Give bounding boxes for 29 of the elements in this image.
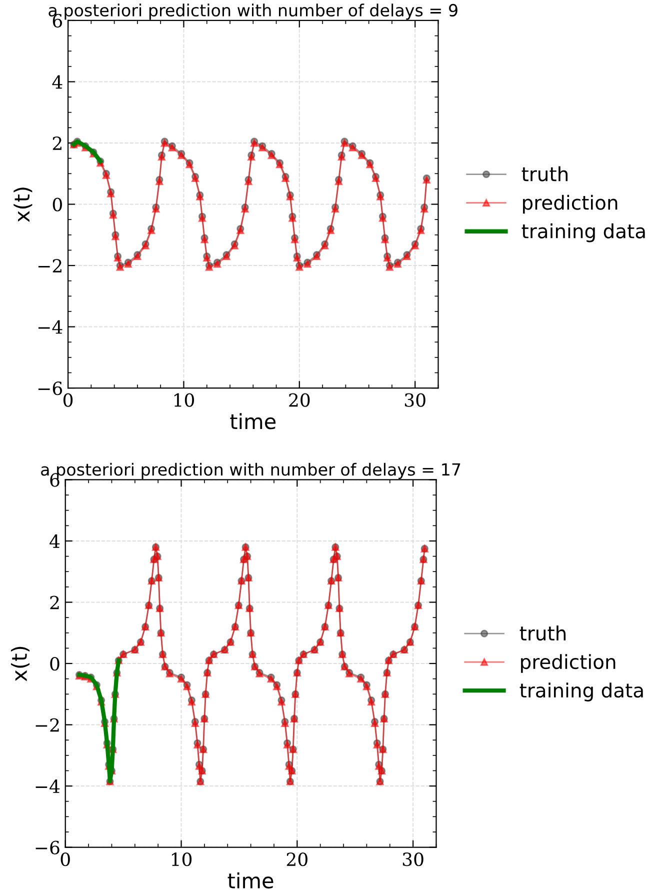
- y-tick-label: 2: [52, 136, 62, 150]
- legend-label: truth: [520, 626, 566, 641]
- y-tick-label: −4: [38, 320, 62, 334]
- y-tick-label: 0: [52, 198, 62, 212]
- legend-label: training data: [522, 223, 645, 242]
- y-tick-label: 0: [50, 656, 60, 671]
- legend-label: prediction: [523, 194, 618, 214]
- x-axis-title: time: [230, 413, 276, 430]
- legend-label: prediction: [521, 654, 616, 673]
- y-axis-title: x(t): [10, 646, 30, 682]
- x-tick-label: 0: [63, 393, 73, 407]
- x-tick-label: 10: [172, 852, 192, 866]
- y-tick-label: −2: [38, 258, 62, 272]
- x-tick-label: 20: [286, 852, 308, 866]
- y-tick-label: 4: [50, 534, 60, 548]
- x-tick-label: 20: [289, 393, 310, 407]
- y-tick-label: 4: [52, 75, 62, 89]
- y-tick-label: −2: [36, 718, 59, 732]
- y-tick-label: 2: [50, 596, 59, 610]
- x-tick-label: 10: [174, 393, 194, 407]
- y-tick-label: −6: [36, 840, 60, 854]
- legend-label: truth: [522, 166, 568, 182]
- x-tick-label: 30: [404, 393, 426, 407]
- y-tick-label: −4: [36, 779, 60, 793]
- x-axis-title: time: [228, 872, 274, 889]
- y-axis-title: x(t): [14, 188, 32, 222]
- y-tick-label: −6: [38, 382, 62, 396]
- legend-label: training data: [520, 682, 643, 702]
- x-tick-label: 30: [402, 852, 424, 866]
